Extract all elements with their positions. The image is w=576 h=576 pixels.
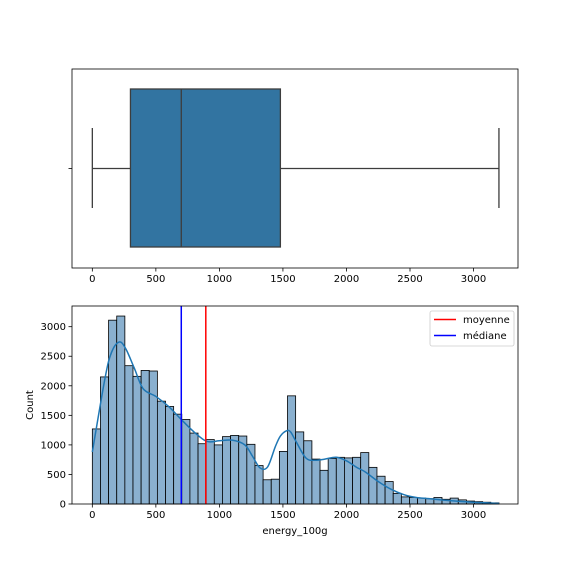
histogram-bar — [352, 456, 362, 505]
histogram-bar — [360, 452, 370, 505]
x-axis-label: energy_100g — [262, 526, 327, 537]
histogram-bar — [303, 440, 313, 505]
histogram-bar — [344, 457, 353, 505]
histogram-bar — [189, 432, 199, 505]
histogram-x-tick-label: 2500 — [397, 510, 422, 521]
histogram-bar — [262, 479, 272, 505]
histogram-bar — [335, 456, 345, 505]
histogram-bar — [148, 370, 158, 505]
y-axis-label: Count — [25, 390, 36, 420]
boxplot-panel: 0 500 1000 1500 2000 2500 3000 — [68, 68, 519, 285]
boxplot-x-tick-label: 2000 — [334, 274, 359, 285]
boxplot-x-tick-label: 2500 — [397, 274, 422, 285]
histogram-x-tick-label: 500 — [146, 510, 165, 521]
histogram-bars — [91, 315, 500, 505]
histogram-x-tick-label: 0 — [89, 510, 95, 521]
legend: moyenne médiane — [429, 310, 515, 347]
histogram-bar — [319, 469, 329, 505]
histogram-bar — [376, 475, 386, 505]
histogram-bar — [197, 443, 207, 505]
histogram-y-tick-label: 3000 — [41, 322, 66, 333]
histogram-bar — [400, 496, 410, 505]
histogram-bar — [230, 435, 240, 505]
histogram-bar — [124, 365, 134, 505]
histogram-x-tick-label: 3000 — [461, 510, 486, 521]
histogram-bar — [254, 465, 264, 505]
boxplot-x-tick-label: 3000 — [461, 274, 486, 285]
histogram-bar — [433, 497, 443, 505]
histogram-bar — [270, 478, 280, 505]
boxplot-x-tick-label: 1500 — [270, 274, 295, 285]
histogram-x-tick-label: 1500 — [270, 510, 295, 521]
histogram-bar — [409, 497, 419, 505]
histogram-frame — [71, 305, 519, 505]
histogram-bar — [91, 428, 101, 505]
histogram-panel: 0 500 1000 1500 2000 2500 3000 0 500 1000 1500 200… — [25, 305, 519, 537]
histogram-bar — [156, 400, 166, 505]
histogram-y-tick-label: 0 — [60, 500, 66, 511]
histogram-bar — [181, 419, 191, 505]
iqr-box — [129, 88, 282, 248]
legend-median-label: médiane — [463, 330, 507, 342]
histogram-x-tick-label: 1000 — [207, 510, 232, 521]
boxplot-x-ticks: 0 500 1000 1500 2000 2500 3000 — [89, 268, 486, 285]
histogram-bar — [368, 466, 378, 505]
histogram-bar — [205, 439, 215, 505]
boxplot-elements — [91, 88, 500, 248]
legend-mean-label: moyenne — [463, 315, 510, 326]
histogram-bar — [287, 395, 297, 505]
histogram-bar — [222, 436, 231, 505]
kde-curve — [91, 341, 499, 505]
histogram-bar — [213, 444, 223, 505]
histogram-y-tick-label: 2000 — [41, 381, 66, 392]
boxplot-x-tick-label: 500 — [146, 274, 165, 285]
histogram-x-tick-label: 2000 — [334, 510, 359, 521]
histogram-y-ticks: 0 500 1000 1500 2000 2500 3000 — [41, 322, 72, 511]
histogram-bar — [327, 458, 337, 505]
histogram-bar — [392, 492, 402, 505]
histogram-y-tick-label: 500 — [47, 470, 66, 481]
boxplot-x-tick-label: 1000 — [207, 274, 232, 285]
histogram-y-tick-label: 2500 — [41, 352, 66, 363]
histogram-bar — [108, 319, 118, 505]
histogram-y-tick-label: 1000 — [41, 440, 66, 451]
histogram-bar — [311, 458, 321, 505]
histogram-bar — [384, 481, 394, 505]
histogram-bar — [165, 406, 175, 505]
histogram-bar — [132, 375, 142, 505]
histogram-bar — [278, 450, 288, 505]
histogram-y-tick-label: 1500 — [41, 411, 66, 422]
histogram-x-ticks: 0 500 1000 1500 2000 2500 3000 — [89, 504, 486, 521]
boxplot-x-tick-label: 0 — [89, 274, 95, 285]
